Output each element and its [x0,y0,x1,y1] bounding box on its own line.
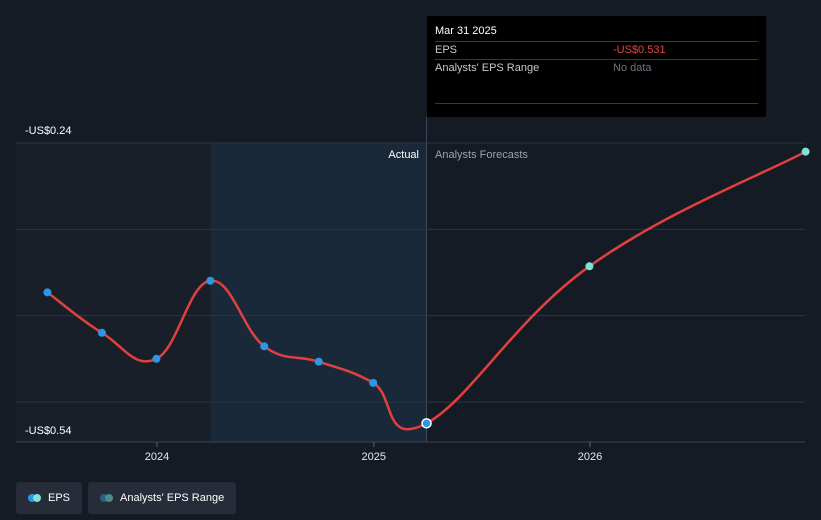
legend-eps-range-toggle[interactable]: Analysts' EPS Range [88,482,237,514]
eps-point-actual [314,357,323,366]
actual-period-shade [210,143,427,442]
eps-point-actual [206,276,215,285]
eps-legend-dot-actual [28,494,36,502]
eps-point-actual [43,288,52,297]
chart-background-layer [16,117,428,442]
eps-point-actual [260,342,269,351]
x-tick-label: 2025 [362,451,386,463]
chart-legend: EPS Analysts' EPS Range [16,482,237,514]
eps-tooltip: Mar 31 2025 EPS -US$0.531 Analysts' EPS … [427,16,766,117]
forecast-section-label: Analysts Forecasts [435,149,528,161]
eps-legend-dot-forecast [33,494,41,502]
actual-section-label: Actual [388,149,419,161]
eps-point-actual [97,328,106,337]
x-axis-ticks: 2024 2025 2026 [145,442,602,463]
eps-range-legend-icon [100,494,114,502]
x-tick-label: 2026 [578,451,602,463]
tooltip-eps-value: -US$0.531 [613,44,666,56]
eps-point-forecast [801,147,810,156]
tooltip-range-label: Analysts' EPS Range [435,62,540,74]
eps-point-actual [152,354,161,363]
tooltip-row-range: Analysts' EPS Range No data [435,59,758,77]
tooltip-row-eps: EPS -US$0.531 [435,41,758,59]
eps-point-forecast [585,262,594,271]
legend-eps-label: EPS [48,492,71,504]
eps-chart: -US$0.24 -US$0.54 Actual Analysts Foreca… [16,117,810,463]
legend-range-label: Analysts' EPS Range [120,492,225,504]
tooltip-range-value: No data [613,62,652,74]
x-tick-label: 2024 [145,451,169,463]
eps-range-legend-dot-b [105,494,114,502]
tooltip-date: Mar 31 2025 [435,25,497,37]
eps-point-layer [43,147,810,429]
eps-legend-icon [28,494,42,502]
y-axis-bottom-label: -US$0.54 [25,425,71,437]
eps-range-legend-dot-a [100,494,109,502]
eps-point-selected [421,418,432,429]
y-axis-top-label: -US$0.24 [25,125,71,137]
grid-layer [16,142,805,443]
legend-eps-toggle[interactable]: EPS [16,482,83,514]
tooltip-divider [435,77,758,104]
tooltip-eps-label: EPS [435,44,458,56]
eps-point-actual [369,378,378,387]
